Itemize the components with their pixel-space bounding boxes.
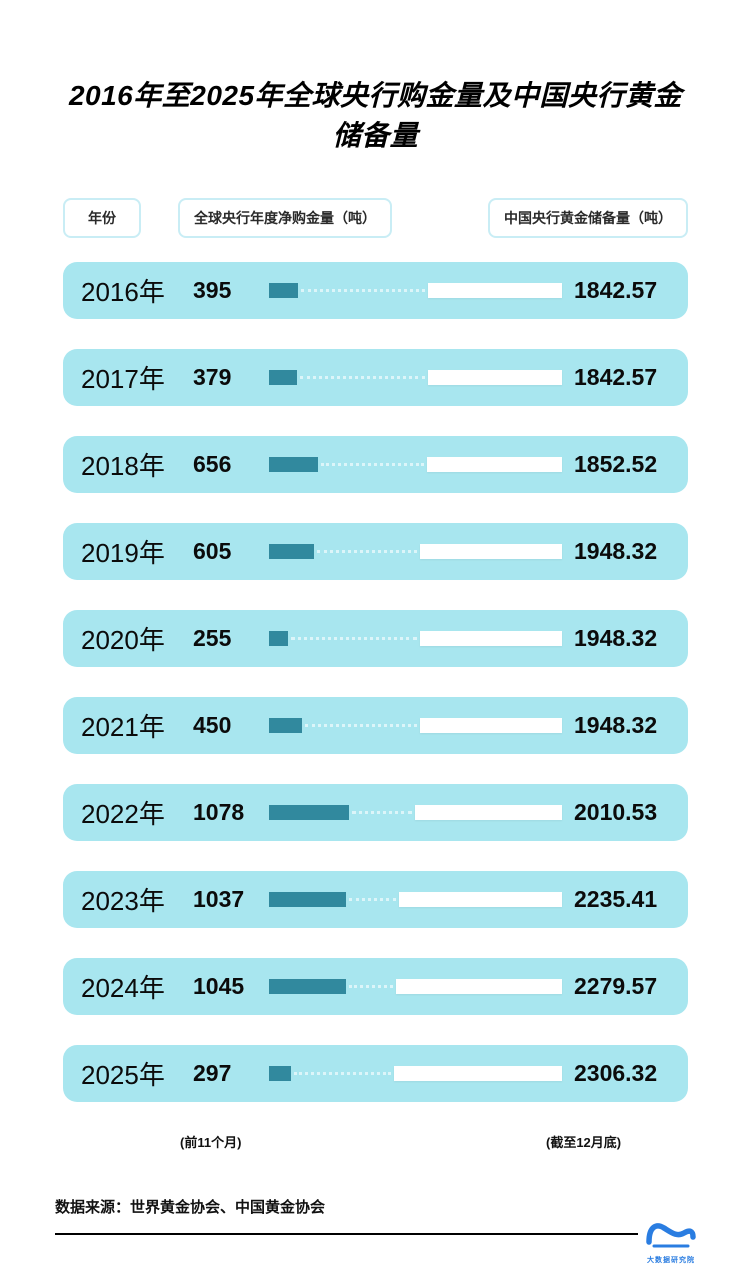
reserve-footnote: (截至12月底) [546, 1135, 622, 1150]
purchase-bar [269, 370, 297, 385]
chart-rows: 2016年 395 1842.57 2017年 379 1842.57 2018年 656 18… [63, 262, 688, 1102]
purchase-bar [269, 457, 318, 472]
infographic: 2016年至2025年全球央行购金量及中国央行黄金储备量 年份 全球央行年度净购… [55, 0, 696, 1267]
column-headers: 年份 全球央行年度净购金量（吨） 中国央行黄金储备量（吨） [63, 198, 688, 238]
brand-logo: 大数据研究院 [638, 1217, 696, 1267]
purchase-value: 450 [193, 712, 232, 738]
connector-dots [294, 1072, 391, 1075]
purchase-value: 379 [193, 364, 232, 390]
purchase-value: 1037 [193, 886, 245, 912]
reserve-value: 2235.41 [574, 886, 658, 912]
year-row: 2016年 395 1842.57 [63, 262, 688, 319]
purchase-value: 297 [193, 1060, 232, 1086]
footnotes: (前11个月) (截至12月底) [63, 1132, 688, 1150]
purchase-value: 605 [193, 538, 232, 564]
header-purchases: 全球央行年度净购金量（吨） [178, 198, 392, 238]
year-label: 2024年 [81, 973, 165, 1003]
year-label: 2025年 [81, 1060, 165, 1090]
reserve-bar [393, 1066, 562, 1081]
year-label: 2020年 [81, 625, 165, 655]
year-row: 2025年 297 2306.32 [63, 1045, 688, 1102]
purchase-value: 395 [193, 277, 232, 303]
purchase-bar [269, 718, 303, 733]
connector-dots [348, 898, 396, 901]
reserve-bar [415, 805, 562, 820]
year-label: 2018年 [81, 451, 165, 481]
purchase-value: 255 [193, 625, 232, 651]
purchase-bar [269, 979, 347, 994]
bar-zone [269, 283, 562, 298]
header-year: 年份 [63, 198, 141, 238]
reserve-value: 1852.52 [574, 451, 658, 477]
data-source: 数据来源：世界黄金协会、中国黄金协会 [55, 1199, 326, 1216]
brand-logo-text: 大数据研究院 [647, 1257, 695, 1264]
year-row: 2017年 379 1842.57 [63, 349, 688, 406]
header-reserves: 中国央行黄金储备量（吨） [488, 198, 688, 238]
connector-dots [316, 550, 417, 553]
page-title: 2016年至2025年全球央行购金量及中国央行黄金储备量 [68, 80, 683, 151]
purchase-footnote: (前11个月) [180, 1135, 242, 1150]
year-row: 2023年 1037 2235.41 [63, 871, 688, 928]
year-label: 2017年 [81, 364, 165, 394]
year-row: 2019年 605 1948.32 [63, 523, 688, 580]
year-label: 2021年 [81, 712, 165, 742]
year-label: 2023年 [81, 886, 165, 916]
reserve-value: 2010.53 [574, 799, 658, 825]
connector-dots [300, 376, 425, 379]
year-row: 2024年 1045 2279.57 [63, 958, 688, 1015]
reserve-bar [398, 892, 562, 907]
reserve-bar [419, 544, 562, 559]
reserve-bar [427, 370, 562, 385]
reserve-bar [419, 631, 562, 646]
year-label: 2016年 [81, 277, 165, 307]
bar-zone [269, 544, 562, 559]
page-footer: 大数据研究院 [55, 1217, 696, 1267]
connector-dots [349, 985, 393, 988]
reserve-bar [419, 718, 562, 733]
purchase-bar [269, 631, 288, 646]
connector-dots [290, 637, 417, 640]
reserve-value: 2279.57 [574, 973, 658, 999]
year-row: 2018年 656 1852.52 [63, 436, 688, 493]
connector-dots [320, 463, 424, 466]
footer-divider [55, 1233, 696, 1235]
bar-zone [269, 892, 562, 907]
year-row: 2021年 450 1948.32 [63, 697, 688, 754]
bar-zone [269, 457, 562, 472]
reserve-value: 1842.57 [574, 277, 658, 303]
connector-dots [301, 289, 425, 292]
reserve-bar [427, 283, 562, 298]
bar-zone [269, 370, 562, 385]
wave-logo-icon [646, 1223, 696, 1253]
connector-dots [305, 724, 417, 727]
connector-dots [351, 811, 413, 814]
purchase-value: 1078 [193, 799, 245, 825]
purchase-value: 656 [193, 451, 232, 477]
reserve-value: 2306.32 [574, 1060, 658, 1086]
year-label: 2022年 [81, 799, 165, 829]
reserve-bar [395, 979, 562, 994]
year-label: 2019年 [81, 538, 165, 568]
reserve-bar [426, 457, 562, 472]
reserve-value: 1948.32 [574, 538, 658, 564]
reserve-value: 1948.32 [574, 712, 658, 738]
bar-zone [269, 979, 562, 994]
purchase-bar [269, 283, 299, 298]
purchase-bar [269, 805, 349, 820]
purchase-bar [269, 544, 314, 559]
purchase-value: 1045 [193, 973, 245, 999]
bar-zone [269, 1066, 562, 1081]
purchase-bar [269, 1066, 291, 1081]
year-row: 2020年 255 1948.32 [63, 610, 688, 667]
reserve-value: 1842.57 [574, 364, 658, 390]
bar-zone [269, 805, 562, 820]
year-row: 2022年 1078 2010.53 [63, 784, 688, 841]
reserve-value: 1948.32 [574, 625, 658, 651]
bar-zone [269, 631, 562, 646]
bar-zone [269, 718, 562, 733]
purchase-bar [269, 892, 346, 907]
